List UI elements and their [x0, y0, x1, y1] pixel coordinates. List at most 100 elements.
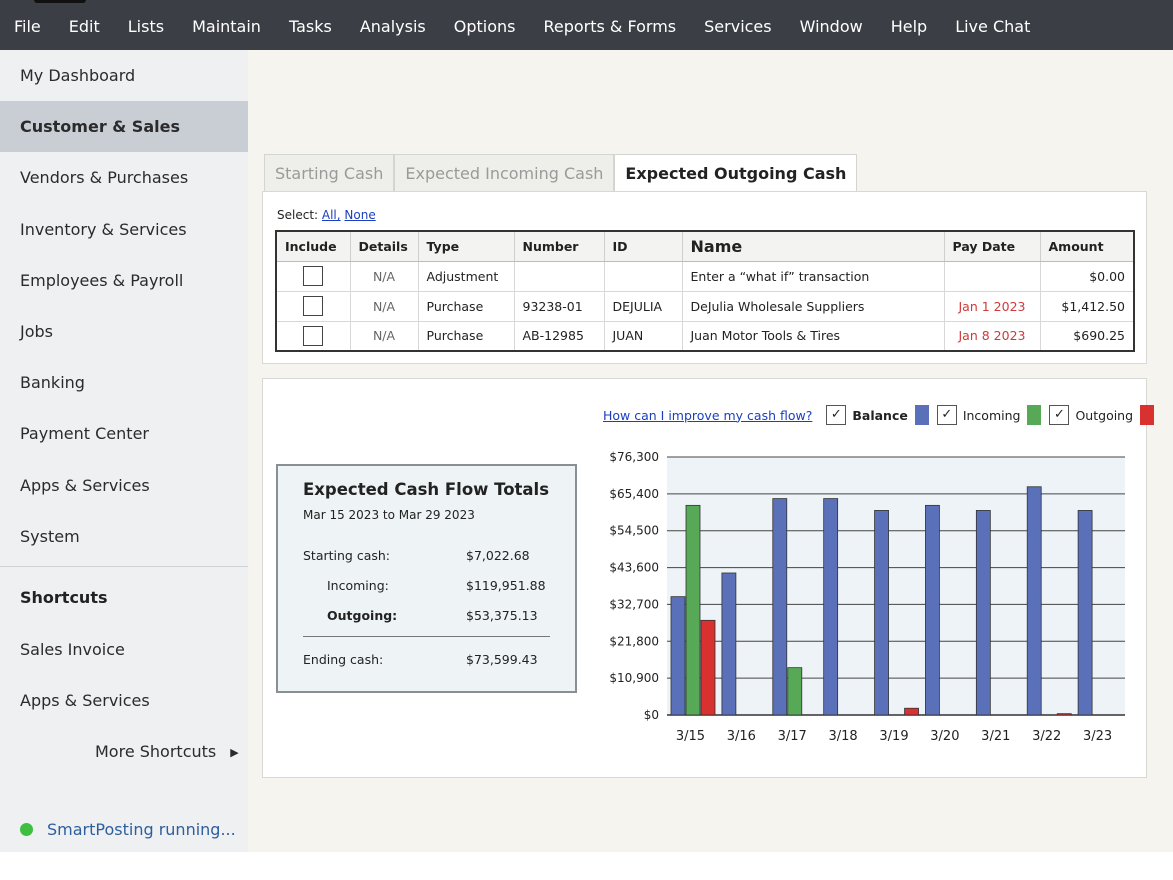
menu-file[interactable]: File — [14, 17, 41, 36]
tab-starting-cash[interactable]: Starting Cash — [264, 154, 395, 192]
include-checkbox[interactable] — [303, 325, 324, 346]
y-tick-label: $76,300 — [609, 450, 659, 464]
chart-legend: How can I improve my cash flow? ✓ Balanc… — [603, 405, 1162, 425]
include-checkbox[interactable] — [303, 266, 324, 286]
pay-date-cell — [943, 260, 1041, 292]
starting-cash-label: Starting cash: — [303, 548, 391, 563]
select-all-link[interactable]: All, — [321, 208, 341, 222]
more-shortcuts-button[interactable]: More Shortcuts ▶ — [0, 726, 248, 777]
cash-flow-panel: Expected Cash Flow Totals Mar 15 2023 to… — [262, 378, 1155, 778]
amount-cell: $1,412.50 — [1039, 290, 1135, 322]
sidebar-item-inventory-services[interactable]: Inventory & Services — [20, 219, 187, 239]
table-header-row: Include Details Type Number ID Name Pay … — [275, 230, 1135, 262]
sidebar-item-customer-sales[interactable]: Customer & Sales — [0, 101, 248, 153]
balance-toggle-checkbox[interactable]: ✓ — [826, 405, 847, 425]
balance-bar — [670, 596, 686, 716]
legend-balance-swatch — [914, 405, 929, 425]
plot-area — [667, 457, 1125, 715]
smartposting-status[interactable]: SmartPosting running... — [20, 820, 236, 839]
status-dot-icon — [20, 823, 33, 836]
window-notch — [34, 0, 86, 3]
menu-options[interactable]: Options — [453, 17, 516, 36]
y-tick-label: $21,800 — [609, 634, 659, 648]
sidebar-item-system[interactable]: System — [20, 526, 80, 546]
menu-maintain[interactable]: Maintain — [192, 17, 261, 36]
ending-cash-row: Ending cash: $73,599.43 — [303, 652, 550, 667]
x-tick-label: 3/17 — [778, 729, 807, 744]
amount-cell: $690.25 — [1039, 320, 1135, 352]
select-label: Select: — [277, 208, 319, 222]
menu-reports-forms[interactable]: Reports & Forms — [543, 17, 677, 36]
x-tick-label: 3/20 — [930, 729, 959, 744]
tab-expected-incoming-cash[interactable]: Expected Incoming Cash — [394, 154, 615, 192]
type-cell: Purchase — [417, 320, 515, 352]
y-tick-label: $65,400 — [609, 487, 659, 501]
sidebar-item-banking[interactable]: Banking — [20, 373, 85, 393]
totals-date-range: Mar 15 2023 to Mar 29 2023 — [303, 508, 475, 522]
menu-edit[interactable]: Edit — [68, 17, 100, 36]
menu-window[interactable]: Window — [799, 17, 863, 36]
type-cell: Adjustment — [417, 260, 515, 292]
table-row: N/A Purchase AB-12985 JUAN Juan Motor To… — [275, 320, 1135, 352]
sidebar-item-payment-center[interactable]: Payment Center — [20, 424, 149, 444]
shortcut-sales-invoice[interactable]: Sales Invoice — [20, 639, 125, 659]
details-cell: N/A — [349, 260, 419, 292]
sidebar-item-jobs[interactable]: Jobs — [20, 321, 53, 341]
details-cell: N/A — [349, 290, 419, 322]
table-row: N/A Adjustment Enter a “what if” transac… — [275, 260, 1135, 292]
totals-divider — [303, 636, 550, 637]
col-number: Number — [513, 230, 605, 262]
status-text: SmartPosting running... — [47, 820, 236, 839]
pay-date-cell: Jan 8 2023 — [943, 320, 1041, 352]
include-cell — [275, 290, 351, 322]
number-cell: AB-12985 — [513, 320, 605, 352]
name-cell[interactable]: Enter a “what if” transaction — [681, 260, 945, 292]
outgoing-bar — [700, 619, 716, 716]
balance-bar — [772, 498, 788, 716]
id-cell: DEJULIA — [603, 290, 683, 322]
sidebar-item-employees-payroll[interactable]: Employees & Payroll — [20, 270, 184, 290]
transactions-table: Include Details Type Number ID Name Pay … — [275, 230, 1135, 352]
select-line: Select: All, None — [277, 208, 376, 222]
col-details: Details — [349, 230, 419, 262]
incoming-toggle-checkbox[interactable]: ✓ — [936, 405, 957, 425]
x-tick-label: 3/23 — [1083, 729, 1112, 744]
incoming-row: Incoming: $119,951.88 — [303, 578, 550, 593]
include-checkbox[interactable] — [303, 296, 324, 316]
menu-analysis[interactable]: Analysis — [359, 17, 426, 36]
cash-flow-totals-box: Expected Cash Flow Totals Mar 15 2023 to… — [276, 464, 577, 693]
select-none-link[interactable]: None — [344, 208, 376, 222]
y-tick-label: $0 — [644, 708, 659, 722]
starting-cash-value: $7,022.68 — [466, 548, 530, 563]
col-pay-date: Pay Date — [943, 230, 1041, 262]
col-include: Include — [275, 230, 351, 262]
tab-expected-outgoing-cash[interactable]: Expected Outgoing Cash — [614, 154, 858, 192]
triangle-right-icon: ▶ — [230, 746, 239, 760]
menu-tasks[interactable]: Tasks — [288, 17, 332, 36]
outgoing-toggle-checkbox[interactable]: ✓ — [1049, 405, 1070, 425]
incoming-value: $119,951.88 — [466, 578, 546, 593]
sidebar-item-apps-services[interactable]: Apps & Services — [20, 475, 150, 495]
number-cell: 93238-01 — [513, 290, 605, 322]
improve-cash-flow-link[interactable]: How can I improve my cash flow? — [603, 407, 813, 423]
include-cell — [275, 260, 351, 292]
balance-bar — [1026, 486, 1042, 716]
sidebar-item-vendors-purchases[interactable]: Vendors & Purchases — [20, 168, 189, 188]
menu-services[interactable]: Services — [704, 17, 772, 36]
amount-cell: $0.00 — [1039, 260, 1135, 292]
legend-outgoing-swatch — [1140, 405, 1155, 425]
menu-live-chat[interactable]: Live Chat — [955, 17, 1031, 36]
menu-help[interactable]: Help — [890, 17, 928, 36]
y-tick-label: $43,600 — [609, 561, 659, 575]
transactions-panel: Select: All, None Include Details Type N… — [262, 191, 1147, 364]
shortcut-apps-services[interactable]: Apps & Services — [20, 691, 150, 711]
include-cell — [275, 320, 351, 352]
balance-bar — [823, 498, 839, 716]
menu-lists[interactable]: Lists — [127, 17, 165, 36]
incoming-bar — [787, 667, 803, 716]
cash-flow-chart: $0 $10,900 $21,800 $32,700 $43,600 $54,500 $65… — [609, 450, 1125, 744]
sidebar-item-my-dashboard[interactable]: My Dashboard — [20, 66, 136, 85]
outgoing-bar — [904, 707, 919, 716]
legend-incoming-label: Incoming — [962, 407, 1021, 423]
